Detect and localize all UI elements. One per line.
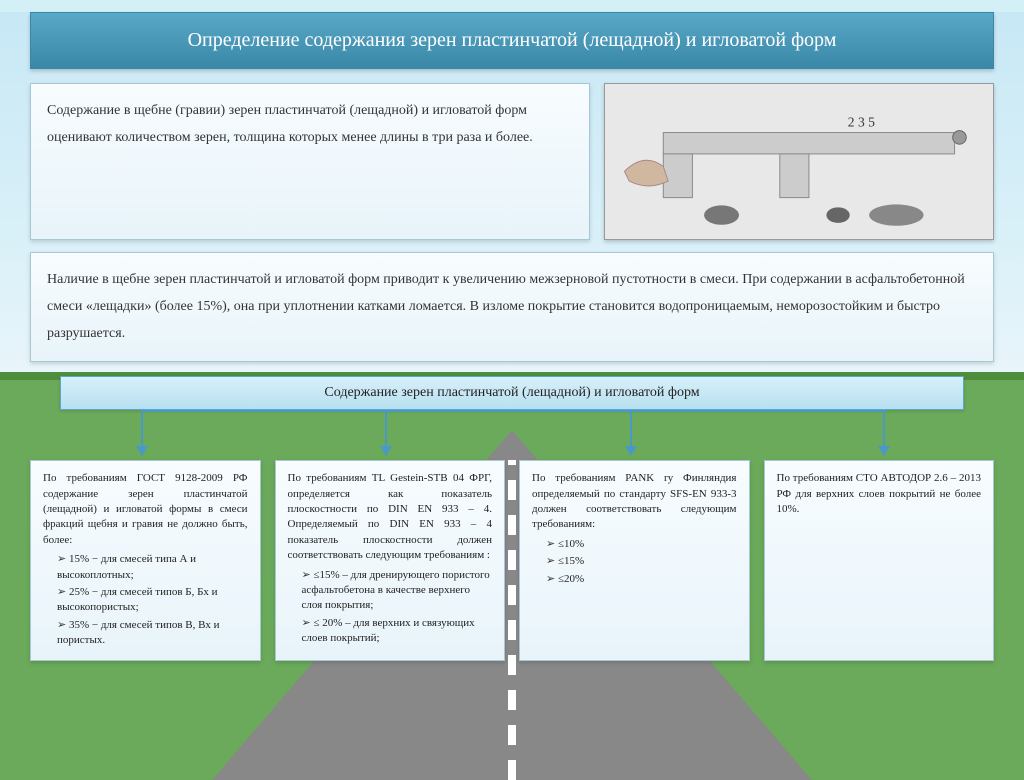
arrow-1 [141,410,143,448]
list-item: ≤10% [546,537,737,552]
diagram-header: Содержание зерен пластинчатой (лещадной)… [60,376,964,410]
col-intro: По требованиям PANK ry Финляндия определ… [532,472,737,530]
standards-columns: По требованиям ГОСТ 9128-2009 РФ содержа… [30,460,994,661]
column-sto-avtodor: По требованиям СТО АВТОДОР 2.6 – 2013 РФ… [764,460,995,661]
arrow-3 [630,410,632,448]
list-item: 35% − для смесей типов В, Вх и пористых. [57,618,248,649]
arrow-4 [883,410,885,448]
list-item: ≤15% – для дренирующего пористого асфаль… [302,568,493,614]
explanation-box: Наличие в щебне зерен пластинчатой и игл… [30,252,994,362]
page-title: Определение содержания зерен пластинчато… [30,12,994,69]
column-gost: По требованиям ГОСТ 9128-2009 РФ содержа… [30,460,261,661]
svg-text:2 3 5: 2 3 5 [847,115,874,130]
caliper-photo: 2 3 5 [604,83,994,240]
column-pank: По требованиям PANK ry Финляндия определ… [519,460,750,661]
list-item: ≤20% [546,572,737,587]
definition-box: Содержание в щебне (гравии) зерен пласти… [30,83,590,240]
list-item: 15% − для смесей типа А и высокоплотных; [57,552,248,583]
row-intro: Содержание в щебне (гравии) зерен пласти… [30,83,994,240]
col-list: ≤15% – для дренирующего пористого асфаль… [302,568,493,647]
col-list: ≤10% ≤15% ≤20% [546,537,737,587]
col-intro: По требованиям ГОСТ 9128-2009 РФ содержа… [43,472,248,546]
list-item: ≤15% [546,554,737,569]
connector-line [141,410,882,412]
column-tl-gestein: По требованиям TL Gestein-STB 04 ФРГ, оп… [275,460,506,661]
col-intro: По требованиям TL Gestein-STB 04 ФРГ, оп… [288,472,493,561]
list-item: ≤ 20% – для верхних и связующих слоев по… [302,616,493,647]
col-list: 15% − для смесей типа А и высокоплотных;… [57,552,248,648]
caliper-illustration: 2 3 5 [605,84,993,239]
col-intro: По требованиям СТО АВТОДОР 2.6 – 2013 РФ… [777,472,982,515]
arrow-connectors [60,410,964,460]
arrow-2 [385,410,387,448]
list-item: 25% − для смесей типов Б, Бх и высокопор… [57,585,248,616]
